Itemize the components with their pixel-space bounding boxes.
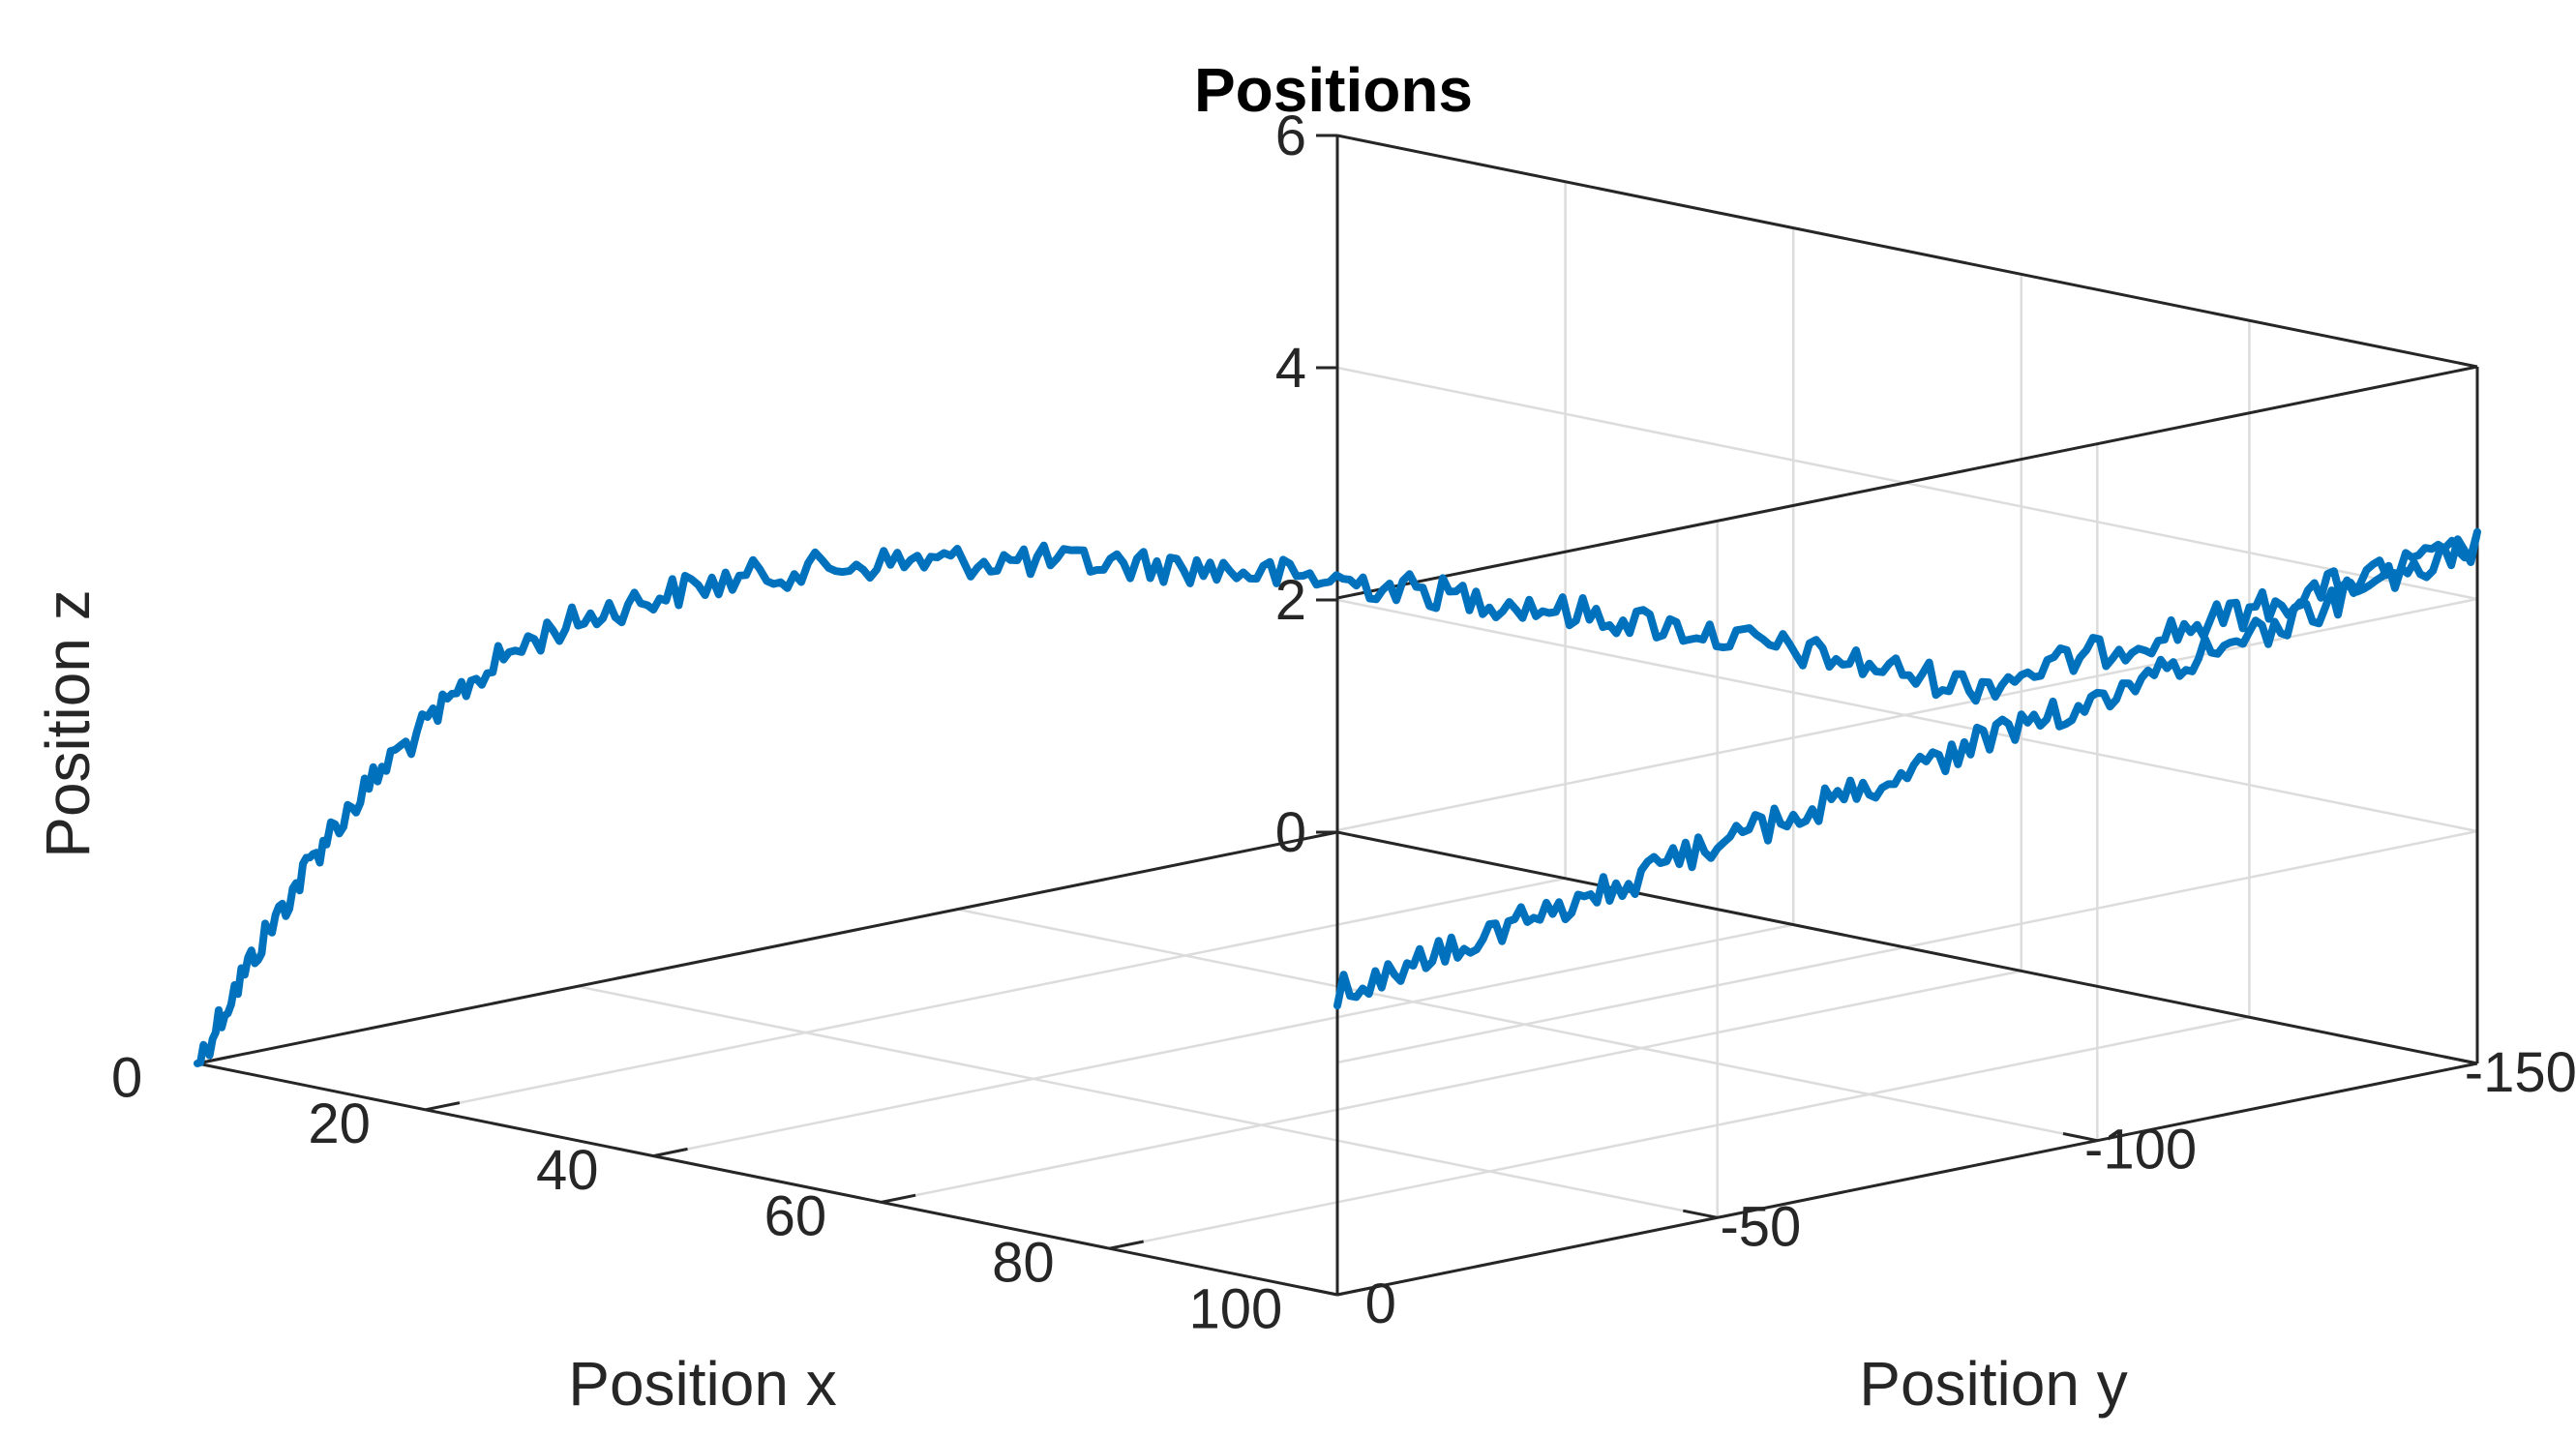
grid-line-floor-x: [1109, 1015, 2250, 1250]
series-line: [194, 527, 2481, 1067]
axes-edge: [196, 1062, 1338, 1297]
x-tick-label: 80: [992, 1232, 1055, 1295]
y-tick-mark: [2062, 1132, 2098, 1143]
grid-line-wall-z: [1336, 598, 2478, 833]
z-tick-label: 4: [1275, 337, 1306, 400]
y-tick-label: 0: [1365, 1272, 1396, 1335]
x-tick-mark: [881, 1193, 916, 1204]
x-tick-label: 20: [308, 1092, 371, 1155]
y-tick-mark: [1303, 1286, 1338, 1297]
axes-box: [196, 134, 2479, 1297]
x-tick-mark: [1109, 1240, 1144, 1250]
x-tick-label: 0: [111, 1046, 142, 1109]
x-tick-mark: [1336, 1286, 1372, 1297]
x-tick-mark: [425, 1101, 461, 1112]
y-tick-mark: [2442, 1055, 2478, 1065]
x-axis-label: Position x: [568, 1349, 836, 1419]
y-tick-mark: [1683, 1209, 1718, 1219]
chart-title: Positions: [1194, 55, 1473, 125]
y-axis-label: Position y: [1859, 1349, 2127, 1419]
y-tick-label: -100: [2084, 1119, 2197, 1182]
grid-line-floor-x: [881, 970, 2022, 1204]
y-tick-label: -50: [1720, 1195, 1801, 1258]
axes-edge: [196, 830, 1338, 1065]
y-tick-label: -150: [2465, 1041, 2576, 1104]
grid-line-floor-x: [425, 877, 1566, 1112]
z-tick-label: 6: [1275, 105, 1306, 167]
axes-edge: [1336, 1062, 2478, 1297]
x-tick-label: 100: [1189, 1277, 1283, 1340]
grid-line-floor-x: [652, 923, 1794, 1157]
axes-edge: [1336, 134, 2478, 369]
grid-line-floor-y: [577, 985, 1718, 1219]
z-axis-label: Position z: [33, 589, 103, 857]
x-tick-label: 60: [764, 1185, 827, 1248]
axes-edge: [1336, 830, 2478, 1065]
x-tick-mark: [652, 1147, 688, 1158]
series: [194, 527, 2481, 1067]
x-tick-label: 40: [536, 1139, 599, 1202]
axes-edge: [1336, 365, 2478, 600]
z-tick-label: 0: [1275, 801, 1306, 864]
